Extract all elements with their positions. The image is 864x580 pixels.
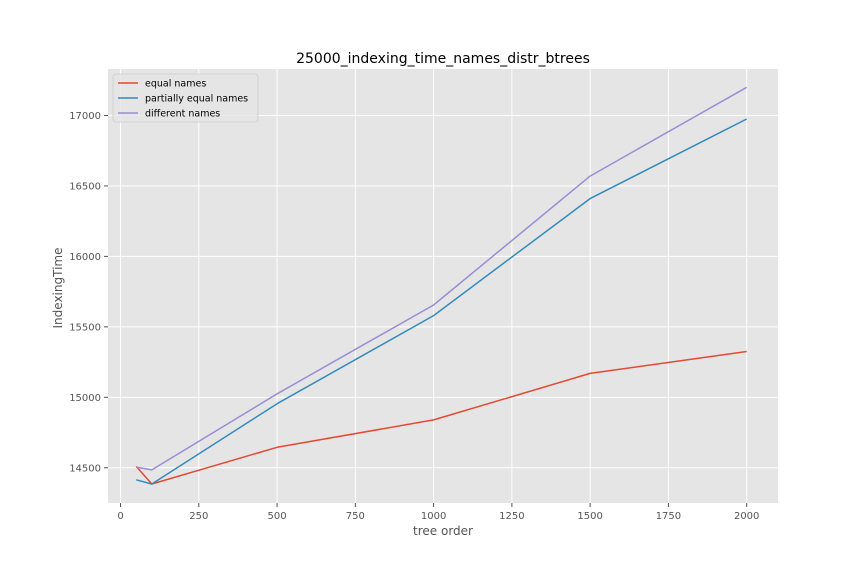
legend-label-1: equal names [145,79,206,90]
x-axis-ticks: 0 250 500 750 1000 1250 1500 1750 2000 [117,503,759,522]
legend-label-2: partially equal names [145,94,248,105]
x-tick-label: 1500 [577,511,602,522]
y-tick-label: 16000 [69,252,101,263]
plot-area [108,69,778,503]
x-tick-label: 1250 [499,511,524,522]
y-tick-label: 15000 [69,393,101,404]
y-axis-ticks: 14500 15000 15500 16000 16500 17000 [69,111,108,474]
x-tick-label: 1000 [421,511,446,522]
x-tick-label: 0 [117,511,123,522]
x-tick-label: 500 [268,511,287,522]
grid-lines [108,69,778,503]
x-axis-label: tree order [413,524,473,538]
legend: equal names partially equal names differen… [112,73,259,123]
x-tick-label: 2000 [734,511,759,522]
x-tick-label: 250 [189,511,208,522]
chart-title: 25000_indexing_time_names_distr_btrees [296,51,590,67]
y-axis-label: IndexingTime [51,248,65,329]
x-tick-label: 1750 [656,511,681,522]
series-line-2 [136,118,748,485]
y-tick-label: 17000 [69,111,101,122]
legend-label-3: different names [145,109,220,120]
series-line-3 [136,86,748,471]
series-line-1 [135,350,747,485]
y-tick-label: 16500 [69,181,101,192]
y-tick-label: 14500 [69,463,101,474]
legend-box [112,73,259,123]
y-tick-label: 15500 [69,322,101,333]
x-tick-label: 750 [346,511,365,522]
series-lines [135,86,748,485]
